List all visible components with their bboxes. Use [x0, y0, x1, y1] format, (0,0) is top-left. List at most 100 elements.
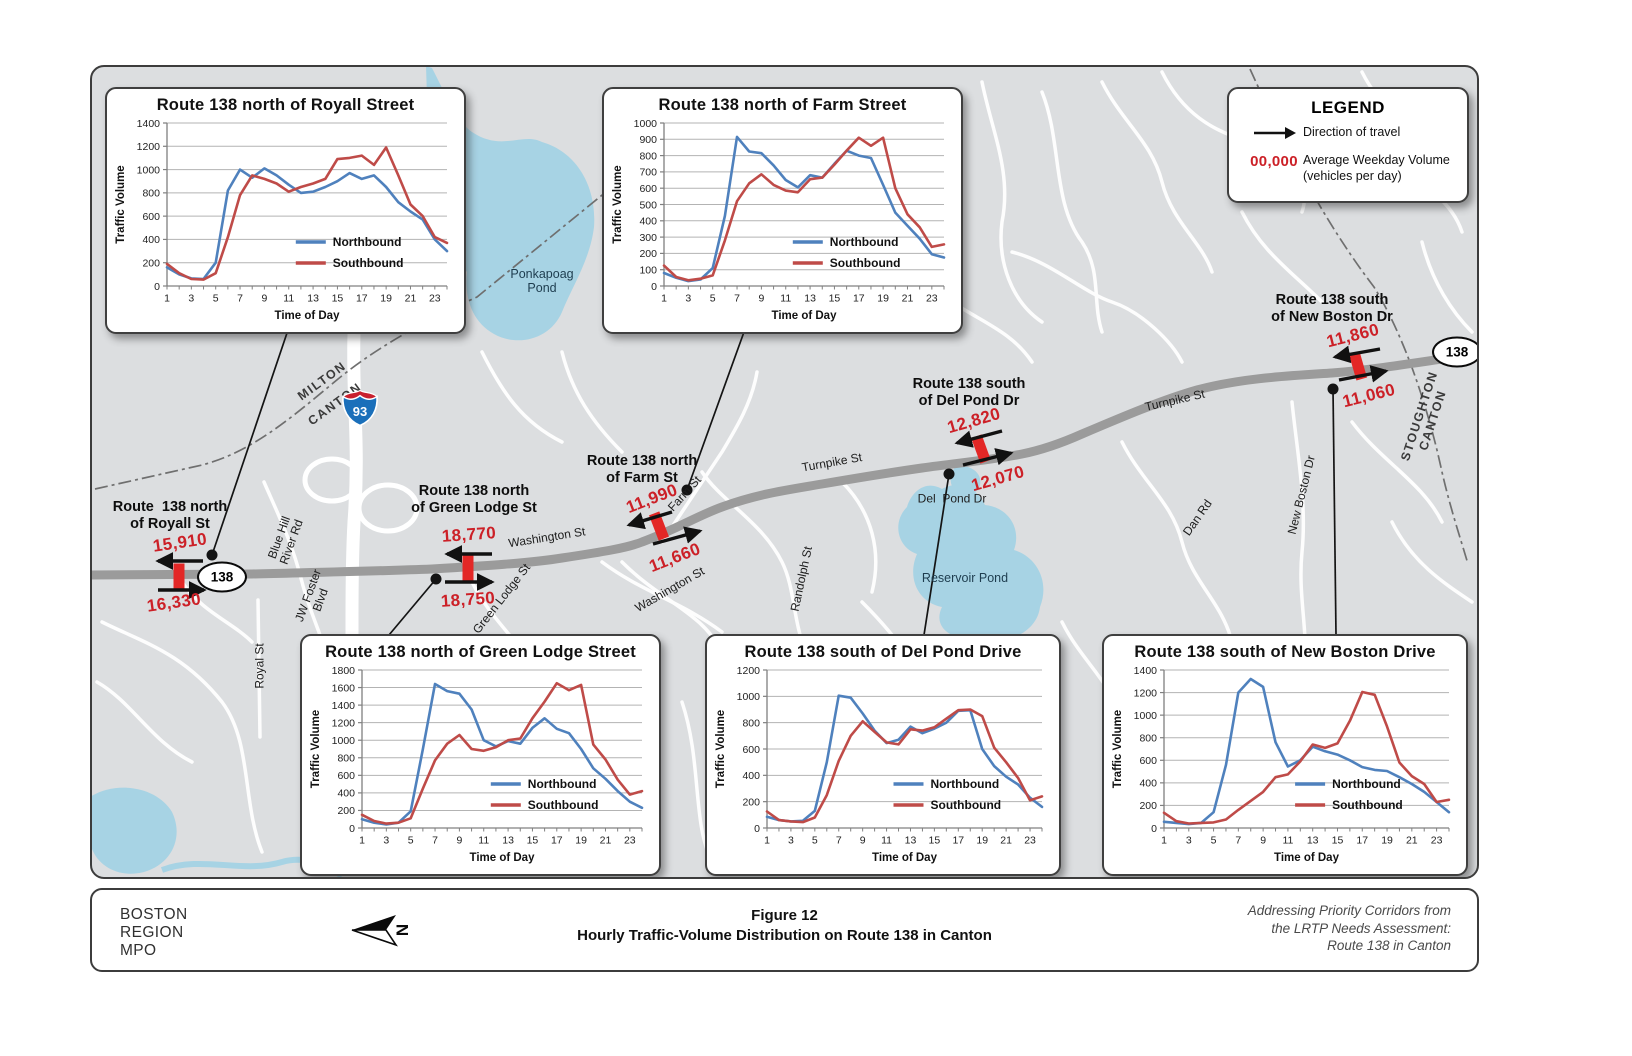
svg-text:1000: 1000: [634, 118, 658, 130]
series-southbound: [165, 146, 449, 281]
svg-text:3: 3: [1186, 835, 1192, 847]
svg-text:15: 15: [1332, 835, 1344, 847]
svg-text:Time of Day: Time of Day: [275, 310, 341, 322]
leader-line-royall: [211, 332, 288, 556]
leader-dot-royall: [206, 549, 218, 561]
svg-text:21: 21: [600, 835, 612, 847]
legend-direction-label: Direction of travel: [1303, 125, 1401, 139]
ponkapoag-pond-shape: [426, 67, 595, 341]
water-bodies: [92, 67, 1256, 874]
svg-text:11: 11: [780, 293, 791, 305]
footer-organization: BOSTON REGION MPO: [120, 906, 188, 960]
town-boundaries: [94, 68, 1469, 565]
svg-text:23: 23: [926, 293, 938, 305]
svg-text:200: 200: [742, 796, 760, 808]
svg-text:5: 5: [408, 835, 414, 847]
svg-text:19: 19: [1381, 835, 1393, 847]
svg-text:19: 19: [380, 293, 392, 305]
count-station-tick-royall: [173, 563, 185, 591]
route-138-road: [92, 349, 1477, 580]
svg-text:600: 600: [337, 770, 355, 782]
route-138-shield: 138: [197, 561, 247, 593]
svg-text:1000: 1000: [1134, 710, 1158, 722]
svg-text:1400: 1400: [137, 118, 161, 130]
series-legend-southbound: Southbound: [528, 798, 599, 812]
count-station-tick-new-boston: [1348, 351, 1368, 381]
annotation-graphics: [155, 331, 1389, 636]
footer-credit-line2: the LRTP Needs Assessment:: [1271, 920, 1451, 936]
svg-text:7: 7: [237, 293, 243, 305]
leader-dot-farm: [681, 484, 693, 496]
svg-text:800: 800: [1139, 733, 1157, 745]
svg-text:Time of Day: Time of Day: [872, 852, 938, 864]
svg-text:3: 3: [188, 293, 194, 305]
series-legend-southbound: Southbound: [1332, 798, 1403, 812]
svg-text:13: 13: [905, 835, 917, 847]
svg-text:19: 19: [575, 835, 587, 847]
svg-text:800: 800: [337, 753, 355, 765]
svg-text:1200: 1200: [737, 665, 761, 677]
footer-org-line3: MPO: [120, 941, 157, 959]
svg-text:21: 21: [405, 293, 417, 305]
direction-arrow-northbound-new-boston: [1338, 365, 1389, 383]
svg-text:Traffic Volume: Traffic Volume: [715, 710, 727, 788]
svg-text:23: 23: [429, 293, 441, 305]
series-legend-southbound: Southbound: [931, 798, 1002, 812]
svg-text:93: 93: [353, 404, 367, 419]
svg-text:600: 600: [1139, 755, 1157, 767]
svg-text:400: 400: [742, 770, 760, 782]
svg-text:9: 9: [261, 293, 267, 305]
svg-text:7: 7: [836, 835, 842, 847]
legend-panel: LEGEND Direction of travel 00,000 Averag…: [1227, 87, 1469, 203]
svg-text:400: 400: [639, 216, 657, 228]
svg-text:1600: 1600: [332, 682, 356, 694]
figure-number: Figure 12: [751, 907, 818, 924]
leader-line-del-pond: [923, 473, 950, 636]
svg-text:900: 900: [639, 134, 657, 146]
direction-arrow-northbound-farm: [652, 526, 703, 546]
svg-text:21: 21: [1406, 835, 1418, 847]
svg-text:17: 17: [356, 293, 368, 305]
annotation-title-farm: Route 138 north of Farm St: [586, 452, 698, 486]
annotation-title-new-boston: Route 138 south of New Boston Dr: [1271, 291, 1393, 325]
annotation-title-del-pond: Route 138 south of Del Pond Dr: [912, 375, 1026, 409]
svg-text:17: 17: [952, 835, 964, 847]
svg-text:0: 0: [349, 823, 355, 835]
count-station-tick-green-lodge: [462, 554, 474, 582]
small-pond-shape: [92, 787, 177, 874]
svg-text:1: 1: [1161, 835, 1167, 847]
svg-text:15: 15: [527, 835, 539, 847]
svg-text:21: 21: [902, 293, 914, 305]
direction-of-travel-arrow-icon: [1245, 125, 1303, 146]
reservoir-pond-shape: [898, 485, 1044, 641]
svg-text:800: 800: [639, 150, 657, 162]
svg-text:11: 11: [881, 835, 892, 847]
legend-volume-label-line1: Average Weekday Volume: [1303, 153, 1450, 167]
svg-text:Time of Day: Time of Day: [470, 852, 536, 864]
svg-text:600: 600: [639, 183, 657, 195]
leader-dot-new-boston: [1327, 383, 1339, 395]
chart-panel-farm: Route 138 north of Farm Street 0 100 200 300…: [602, 87, 963, 334]
leader-dot-del-pond: [943, 468, 955, 480]
svg-text:1200: 1200: [332, 717, 356, 729]
svg-text:9: 9: [758, 293, 764, 305]
svg-text:17: 17: [551, 835, 563, 847]
svg-text:5: 5: [812, 835, 818, 847]
footer-credit: Addressing Priority Corridors from the L…: [1248, 902, 1451, 955]
stoughton-canton-boundary: [1249, 68, 1469, 565]
footer-org-line1: BOSTON: [120, 906, 188, 923]
svg-text:600: 600: [142, 211, 160, 223]
leader-dot-green-lodge: [430, 573, 442, 585]
direction-arrow-southbound-farm: [626, 510, 673, 530]
svg-text:100: 100: [639, 265, 657, 277]
svg-text:17: 17: [853, 293, 865, 305]
svg-text:15: 15: [829, 293, 841, 305]
map-label-del-pond-dr: Del Pond Dr: [917, 491, 987, 506]
svg-text:23: 23: [624, 835, 636, 847]
series-southbound: [662, 136, 946, 282]
svg-text:Time of Day: Time of Day: [772, 310, 838, 322]
svg-text:9: 9: [1260, 835, 1266, 847]
volume-value-northbound-green-lodge: 18,750: [440, 588, 496, 611]
